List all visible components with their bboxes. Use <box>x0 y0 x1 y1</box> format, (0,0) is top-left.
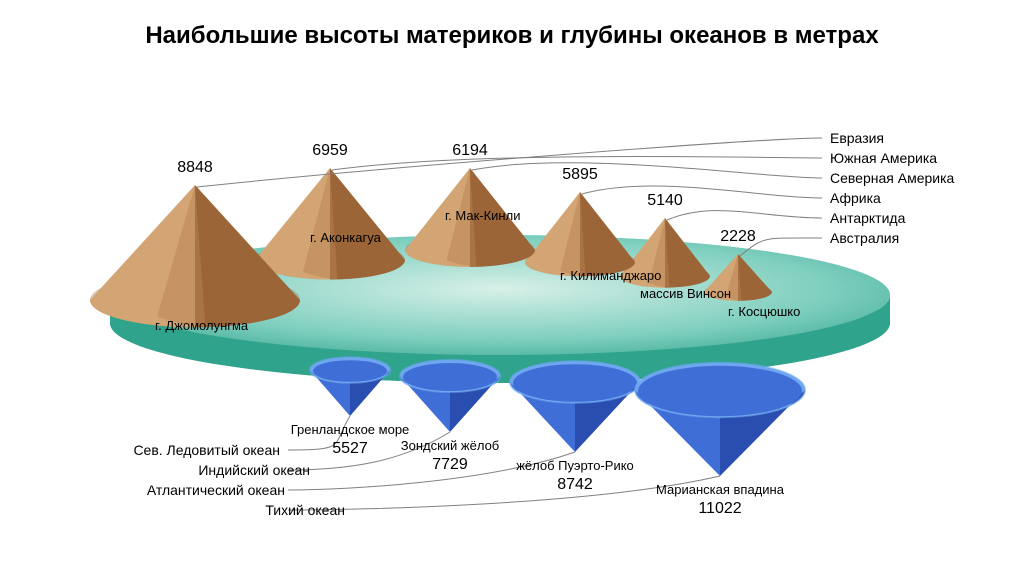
mountain-name-0: г. Джомолунгма <box>155 318 248 333</box>
continent-1: Южная Америка <box>830 150 937 166</box>
trench-value-2: 8742 <box>557 476 593 494</box>
trench-name-1: Зондский жёлоб <box>401 438 500 453</box>
ocean-2: Атлантический океан <box>147 482 285 498</box>
trench-value-3: 11022 <box>698 500 741 518</box>
continent-5: Австралия <box>830 230 899 246</box>
trench-name-0: Гренландское море <box>291 422 410 437</box>
mountain-name-3: г. Килиманджаро <box>560 268 661 283</box>
continent-4: Антарктида <box>830 210 905 226</box>
mountain-value-0: 8848 <box>177 159 213 177</box>
mountain-value-1: 6959 <box>312 142 348 160</box>
continent-2: Северная Америка <box>830 170 954 186</box>
trench-name-3: Марианская впадина <box>656 482 784 497</box>
ocean-1: Индийский океан <box>198 462 310 478</box>
mountain-name-2: г. Мак-Кинли <box>445 208 520 223</box>
mountain-name-5: г. Косцюшко <box>728 304 800 319</box>
continent-3: Африка <box>830 190 881 206</box>
mountain-value-3: 5895 <box>562 166 598 184</box>
mountain-name-1: г. Аконкагуа <box>310 230 381 245</box>
ocean-3: Тихий океан <box>265 502 345 518</box>
continent-0: Евразия <box>830 130 884 146</box>
mountain-name-4: массив Винсон <box>640 286 731 301</box>
trench-value-1: 7729 <box>432 456 468 474</box>
trench-value-0: 5527 <box>332 440 368 458</box>
ocean-0: Сев. Ледовитый океан <box>133 442 280 458</box>
mountain-value-2: 6194 <box>452 142 488 160</box>
mountain-value-5: 2228 <box>720 228 756 246</box>
mountain-value-4: 5140 <box>647 192 683 210</box>
trench-name-2: жёлоб Пуэрто-Рико <box>516 458 634 473</box>
